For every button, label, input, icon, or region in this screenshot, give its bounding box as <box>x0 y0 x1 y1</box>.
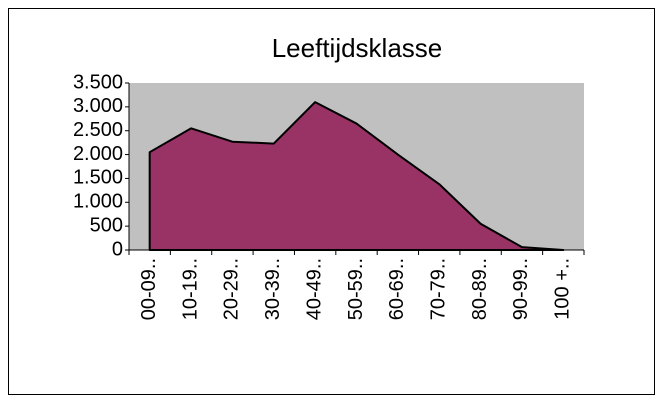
x-tick-label: 100 +.. <box>552 258 574 320</box>
x-tick-label: 20-29.. <box>221 258 243 320</box>
y-tick-label: 1.500 <box>73 167 123 189</box>
y-tick-label: 2.500 <box>73 119 123 141</box>
x-tick-label: 40-49.. <box>303 258 325 320</box>
y-tick-label: 0 <box>112 238 123 260</box>
x-tick-label: 80-89.. <box>469 258 491 320</box>
x-tick-label: 00-09.. <box>138 258 160 320</box>
y-tick-label: 3.000 <box>73 95 123 117</box>
x-tick-label: 30-39.. <box>262 258 284 320</box>
x-tick-label: 60-69.. <box>386 258 408 320</box>
y-tick-label: 3.500 <box>73 71 123 93</box>
x-tick-label: 70-79.. <box>428 258 450 320</box>
y-tick-label: 2.000 <box>73 143 123 165</box>
chart-title: Leeftijdsklasse <box>272 33 443 63</box>
area <box>148 101 565 251</box>
x-tick-label: 90-99.. <box>510 258 532 320</box>
x-tick-label: 10-19.. <box>179 258 201 320</box>
y-tick-label: 500 <box>90 214 123 236</box>
x-tick-label: 50-59.. <box>345 258 367 320</box>
y-tick-label: 1.000 <box>73 191 123 213</box>
